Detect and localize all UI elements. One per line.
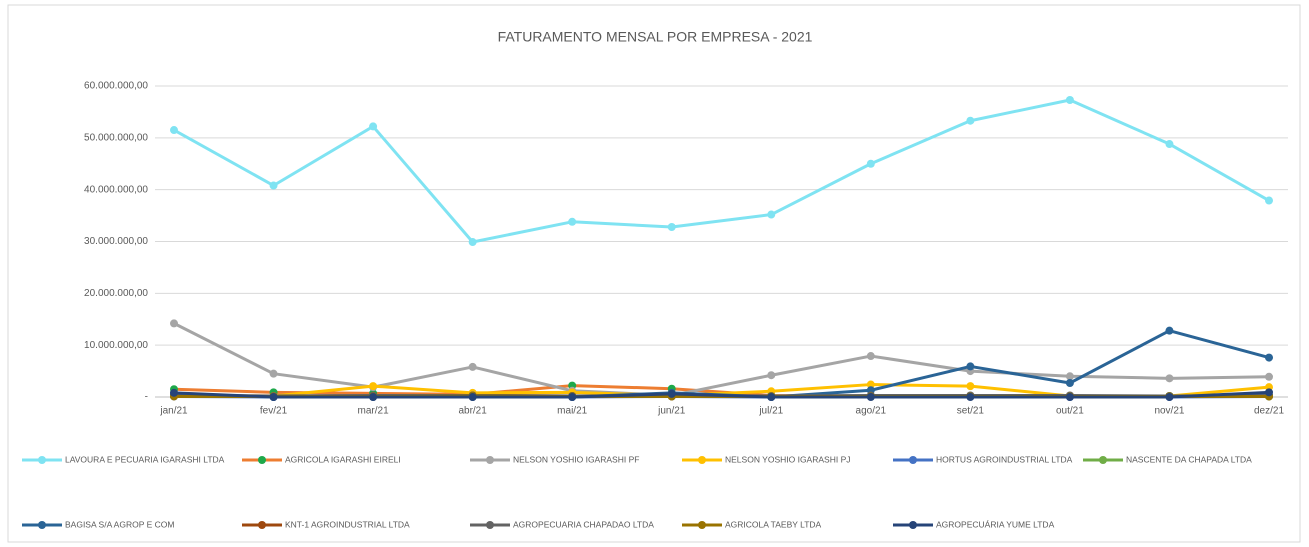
legend-marker xyxy=(486,521,494,529)
data-point xyxy=(1265,388,1273,397)
data-point xyxy=(1165,326,1174,335)
x-tick-label: dez/21 xyxy=(1254,406,1284,417)
series-line xyxy=(173,98,1270,244)
y-tick-label: 30.000.000,00 xyxy=(84,236,148,247)
x-tick-label: jun/21 xyxy=(657,406,686,417)
data-point xyxy=(369,382,378,391)
legend-label: NASCENTE DA CHAPADA LTDA xyxy=(1126,454,1252,464)
legend-marker xyxy=(909,521,917,529)
x-tick-label: mar/21 xyxy=(358,406,390,417)
data-point xyxy=(1265,372,1273,381)
data-point xyxy=(966,393,975,401)
data-point xyxy=(866,159,875,168)
data-point xyxy=(1065,95,1074,104)
data-point xyxy=(369,393,378,401)
legend-label: AGROPECUARIA CHAPADAO LTDA xyxy=(513,519,654,529)
data-point xyxy=(767,371,776,380)
data-point xyxy=(1265,353,1273,362)
chart-title: FATURAMENTO MENSAL POR EMPRESA - 2021 xyxy=(498,29,813,45)
data-point xyxy=(667,389,676,398)
data-point xyxy=(568,217,577,226)
y-tick-label: 40.000.000,00 xyxy=(84,184,148,195)
data-point xyxy=(1065,393,1074,401)
x-tick-label: mai/21 xyxy=(557,406,587,417)
data-point xyxy=(468,362,477,371)
legend-marker xyxy=(1099,456,1107,464)
legend-label: NELSON YOSHIO IGARASHI PF xyxy=(513,454,639,464)
data-point xyxy=(269,181,278,190)
legend-label: AGROPECUÁRIA YUME LTDA xyxy=(936,519,1055,529)
legend-label: BAGISA S/A AGROP E COM xyxy=(65,519,174,529)
data-point xyxy=(767,393,776,401)
legend-marker xyxy=(38,521,46,529)
y-tick-label: 10.000.000,00 xyxy=(84,340,148,351)
y-tick-label: 60.000.000,00 xyxy=(84,81,148,92)
data-point xyxy=(468,238,477,247)
x-tick-label: fev/21 xyxy=(260,406,288,417)
data-point xyxy=(568,393,577,401)
data-point xyxy=(269,369,278,378)
data-point xyxy=(1065,372,1074,381)
legend-marker xyxy=(698,521,706,529)
x-tick-label: out/21 xyxy=(1056,406,1084,417)
data-point xyxy=(667,222,676,231)
data-point xyxy=(1065,379,1074,388)
data-point xyxy=(866,393,875,401)
legend-marker xyxy=(38,456,46,464)
data-point xyxy=(369,122,378,131)
data-point xyxy=(866,380,875,389)
legend-label: KNT-1 AGROINDUSTRIAL LTDA xyxy=(285,519,410,529)
series-line xyxy=(173,322,1270,397)
data-point xyxy=(269,393,278,401)
legend-label: AGRICOLA TAEBY LTDA xyxy=(725,519,822,529)
data-point xyxy=(1165,393,1174,401)
data-point xyxy=(966,382,975,391)
x-tick-label: jan/21 xyxy=(159,406,188,417)
y-tick-label: 20.000.000,00 xyxy=(84,288,148,299)
x-tick-label: set/21 xyxy=(957,406,985,417)
data-point xyxy=(1265,196,1273,205)
y-tick-label: 50.000.000,00 xyxy=(84,132,148,143)
data-point xyxy=(767,210,776,219)
legend-label: HORTUS AGROINDUSTRIAL LTDA xyxy=(936,454,1073,464)
data-point xyxy=(866,352,875,361)
x-tick-label: nov/21 xyxy=(1154,406,1184,417)
data-point xyxy=(966,362,975,371)
data-point xyxy=(170,388,178,397)
legend-marker xyxy=(258,456,266,464)
data-point xyxy=(468,393,477,401)
data-point xyxy=(1165,140,1174,149)
x-tick-label: ago/21 xyxy=(856,406,887,417)
series-line xyxy=(173,390,1270,399)
y-tick-label: - xyxy=(145,392,148,403)
legend-marker xyxy=(486,456,494,464)
legend-marker xyxy=(909,456,917,464)
x-tick-label: abr/21 xyxy=(458,406,487,417)
data-point xyxy=(1165,374,1174,383)
data-point xyxy=(170,319,178,328)
legend-label: LAVOURA E PECUARIA IGARASHI LTDA xyxy=(65,454,225,464)
x-tick-label: jul/21 xyxy=(758,406,783,417)
legend-label: AGRICOLA IGARASHI EIRELI xyxy=(285,454,401,464)
legend-marker xyxy=(258,521,266,529)
legend-marker xyxy=(698,456,706,464)
legend-label: NELSON YOSHIO IGARASHI PJ xyxy=(725,454,851,464)
data-point xyxy=(170,126,178,135)
data-point xyxy=(966,116,975,125)
chart-frame xyxy=(7,4,1301,543)
